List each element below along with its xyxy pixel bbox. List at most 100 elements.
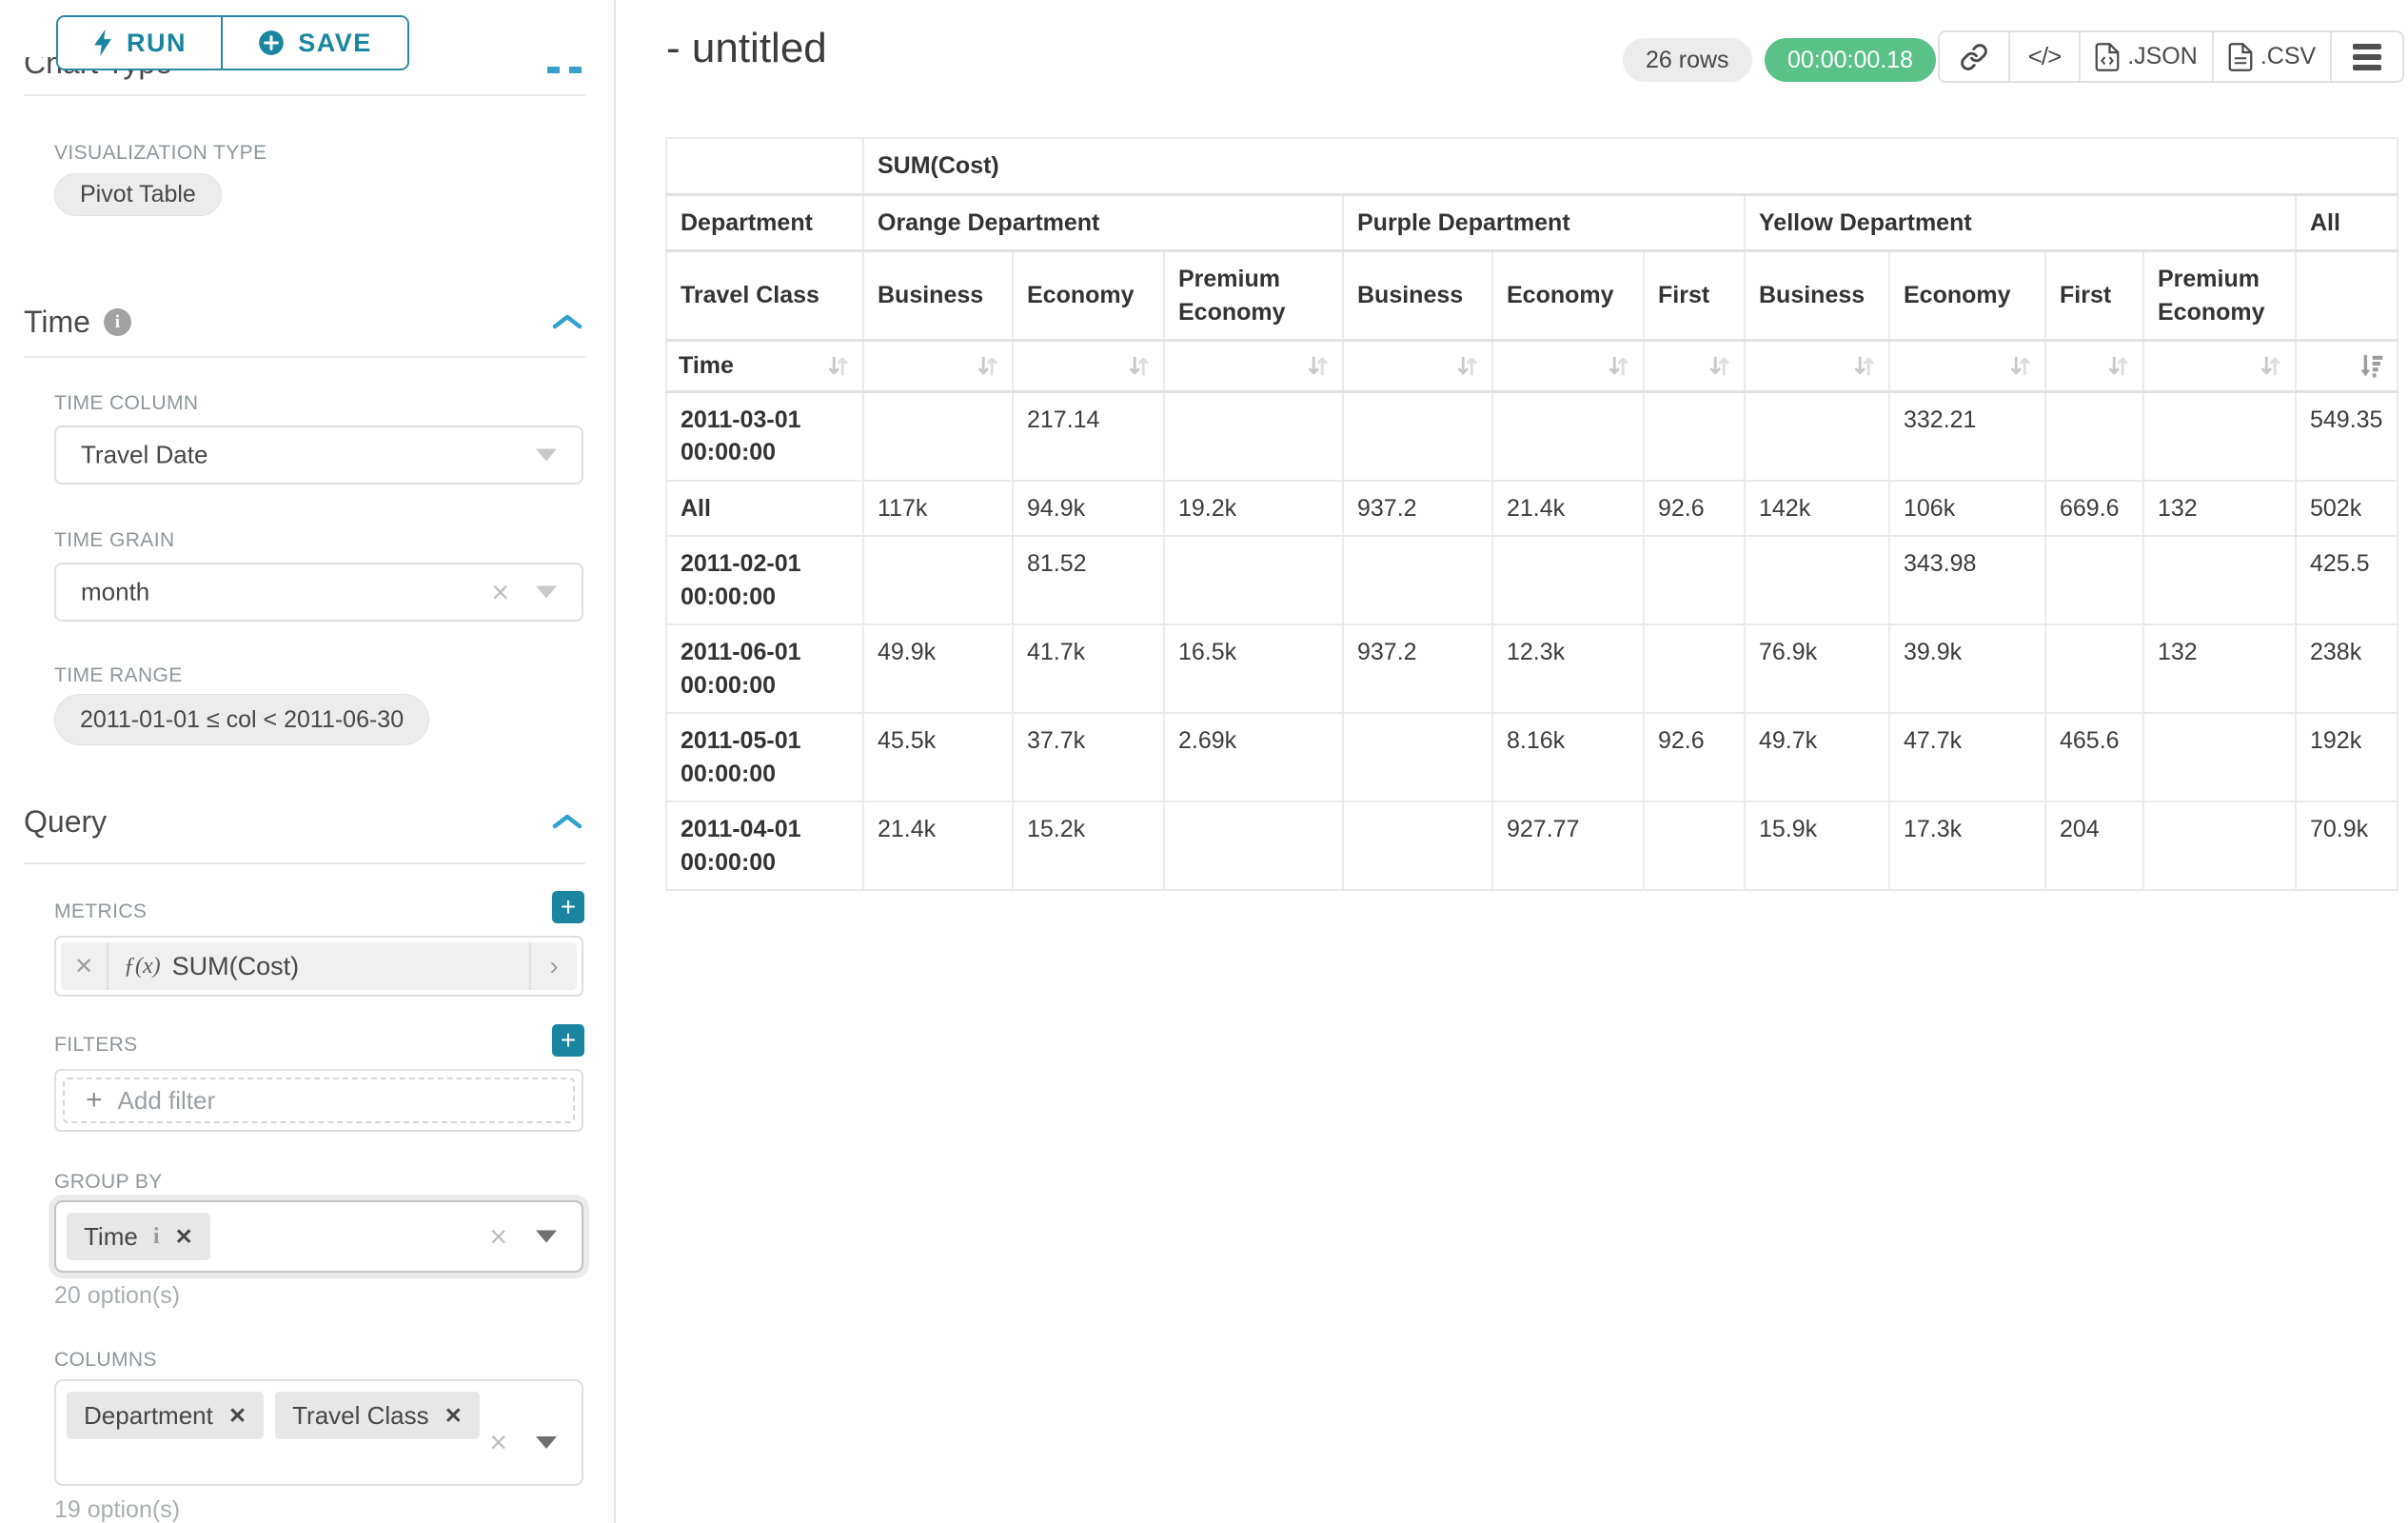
- pivot-cell: 132: [2142, 479, 2297, 537]
- time-grain-select[interactable]: month ×: [54, 563, 583, 622]
- column-sort-header[interactable]: [1744, 339, 1890, 393]
- metric-label: ƒ(x) SUM(Cost): [109, 942, 529, 990]
- clear-icon[interactable]: ×: [491, 575, 509, 609]
- metric-value: SUM(Cost): [171, 951, 300, 980]
- travel-class-header: First: [1643, 249, 1746, 342]
- pivot-cell: [1643, 801, 1746, 891]
- query-section-title: Query: [24, 804, 108, 839]
- columns-tag[interactable]: Department ✕: [67, 1392, 265, 1439]
- columns-tag[interactable]: Travel Class ✕: [275, 1392, 480, 1439]
- chevron-up-icon: [552, 314, 582, 329]
- column-sort-header[interactable]: [1643, 339, 1746, 393]
- pivot-cell: [1643, 623, 1746, 714]
- viz-type-value: Pivot Table: [80, 181, 196, 208]
- time-range-label: TIME RANGE: [54, 664, 183, 686]
- sort-icon: [977, 356, 997, 376]
- viz-type-pill[interactable]: Pivot Table: [54, 173, 222, 216]
- query-timer-badge: 00:00:00.18: [1765, 38, 1937, 82]
- caret-down-icon[interactable]: [536, 448, 557, 462]
- travel-class-header: Business: [1744, 249, 1890, 342]
- sort-icon: [1609, 356, 1628, 376]
- clear-icon[interactable]: ×: [489, 1425, 507, 1459]
- collapse-time-section[interactable]: [551, 312, 583, 331]
- chart-title[interactable]: - untitled: [666, 25, 827, 71]
- column-sort-header[interactable]: [862, 339, 1014, 393]
- column-sort-header[interactable]: [2295, 339, 2398, 393]
- pivot-cell: 92.6: [1643, 712, 1746, 802]
- column-sort-header[interactable]: [2142, 339, 2297, 393]
- corner-cell: [665, 137, 864, 196]
- embed-code-button[interactable]: </>: [2008, 32, 2079, 81]
- pivot-table: SUM(Cost) Department Orange Department Purp…: [665, 137, 2398, 891]
- menu-icon: [2353, 43, 2381, 70]
- time-sort-header[interactable]: Time: [665, 339, 864, 393]
- sort-icon: [1709, 356, 1729, 376]
- column-sort-header[interactable]: [1163, 339, 1344, 393]
- metrics-label: METRICS: [54, 900, 148, 922]
- caret-down-icon[interactable]: [536, 585, 557, 599]
- info-icon[interactable]: i: [103, 308, 131, 336]
- link-icon: [1961, 43, 1987, 70]
- info-icon[interactable]: i: [152, 1223, 160, 1249]
- add-filter-plus-button[interactable]: +: [552, 1024, 584, 1057]
- json-label: .JSON: [2127, 43, 2198, 69]
- remove-tag-icon[interactable]: ✕: [227, 1402, 247, 1428]
- run-save-button-group: RUN SAVE: [56, 15, 409, 70]
- remove-tag-icon[interactable]: ✕: [174, 1223, 193, 1249]
- travel-class-axis-label: Travel Class: [665, 249, 864, 342]
- pivot-cell: 70.9k: [2295, 801, 2398, 891]
- pivot-cell: [1342, 390, 1493, 482]
- caret-down-icon[interactable]: [536, 1436, 557, 1449]
- pivot-cell: 39.9k: [1888, 623, 2046, 714]
- filters-container: + Add filter: [54, 1069, 583, 1132]
- travel-class-header: Business: [862, 249, 1014, 342]
- pivot-cell: [1744, 390, 1890, 482]
- divider: [24, 356, 585, 358]
- pivot-cell: 425.5: [2295, 535, 2398, 625]
- copy-link-button[interactable]: [1940, 32, 2008, 81]
- more-options-button[interactable]: [2330, 32, 2402, 81]
- expand-metric-icon[interactable]: ›: [529, 942, 577, 990]
- table-row: 2011-03-01 00:00:00 217.14 332.21 549.35: [665, 390, 2398, 482]
- collapse-query-section[interactable]: [551, 812, 583, 831]
- metric-pill[interactable]: ✕ ƒ(x) SUM(Cost) ›: [61, 942, 577, 990]
- time-range-pill[interactable]: 2011-01-01 ≤ col < 2011-06-30: [54, 694, 430, 745]
- group-by-tag[interactable]: Time i ✕: [67, 1213, 210, 1260]
- group-by-select[interactable]: Time i ✕ ×: [54, 1200, 583, 1273]
- pivot-cell: [1163, 801, 1344, 891]
- department-axis-label: Department: [665, 193, 864, 252]
- remove-tag-icon[interactable]: ✕: [444, 1402, 463, 1428]
- remove-metric-icon[interactable]: ✕: [61, 942, 109, 990]
- export-json-button[interactable]: .JSON: [2079, 32, 2212, 81]
- column-sort-header[interactable]: [1888, 339, 2046, 393]
- group-by-option-count: 20 option(s): [54, 1282, 181, 1309]
- column-sort-header[interactable]: [2044, 339, 2144, 393]
- time-column-value: Travel Date: [81, 440, 208, 469]
- run-button[interactable]: RUN: [58, 17, 221, 69]
- time-grain-label: TIME GRAIN: [54, 529, 175, 551]
- sort-icon: [2108, 356, 2128, 376]
- chart-actions-toolbar: </> .JSON .CSV: [1938, 30, 2404, 83]
- control-panel: Chart Type RUN SAVE VISUALIZATION TYPE P…: [0, 0, 616, 1523]
- pivot-cell: 549.35: [2295, 390, 2398, 482]
- pivot-cell: 343.98: [1888, 535, 2046, 625]
- pivot-cell: 2.69k: [1163, 712, 1344, 802]
- pivot-cell: [1491, 390, 1645, 482]
- column-sort-header[interactable]: [1012, 339, 1165, 393]
- add-filter-button[interactable]: + Add filter: [63, 1078, 575, 1123]
- time-column-select[interactable]: Travel Date: [54, 425, 583, 485]
- caret-down-icon[interactable]: [536, 1230, 557, 1243]
- column-sort-header[interactable]: [1342, 339, 1493, 393]
- clear-icon[interactable]: ×: [489, 1219, 507, 1254]
- metric-header-cell: SUM(Cost): [862, 137, 2398, 196]
- pivot-cell: [2142, 712, 2297, 802]
- department-group-header: All: [2295, 193, 2398, 252]
- add-metric-button[interactable]: +: [552, 891, 584, 923]
- pivot-row-label: 2011-05-01 00:00:00: [665, 712, 864, 802]
- column-sort-header[interactable]: [1491, 339, 1645, 393]
- fx-icon: ƒ(x): [124, 953, 161, 979]
- pivot-cell: 132: [2142, 623, 2297, 714]
- export-csv-button[interactable]: .CSV: [2212, 32, 2330, 81]
- save-button[interactable]: SAVE: [221, 17, 407, 69]
- columns-select[interactable]: Department ✕ Travel Class ✕ ×: [54, 1379, 583, 1486]
